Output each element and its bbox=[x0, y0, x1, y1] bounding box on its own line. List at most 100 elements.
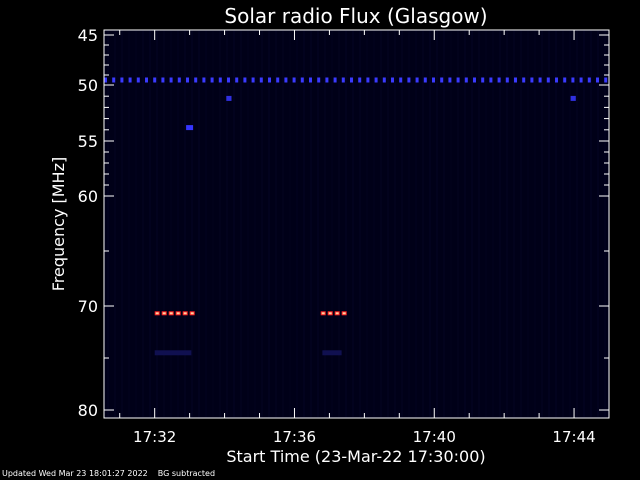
burst-core bbox=[183, 312, 187, 315]
background-streak bbox=[562, 30, 564, 418]
band-segment bbox=[464, 77, 468, 83]
band-segment bbox=[104, 77, 107, 83]
burst-core bbox=[328, 312, 332, 315]
background-streak bbox=[240, 30, 242, 418]
background-streak bbox=[205, 30, 207, 418]
band-segment bbox=[448, 77, 452, 83]
y-tick-label: 55 bbox=[78, 132, 98, 151]
background-streak bbox=[331, 30, 333, 418]
band-segment bbox=[571, 77, 575, 83]
background-streak bbox=[534, 30, 536, 418]
background-streak bbox=[317, 30, 319, 418]
y-axis-label: Frequency [MHz] bbox=[49, 157, 68, 291]
background-streak bbox=[527, 30, 529, 418]
band-segment bbox=[227, 77, 230, 83]
background-streak bbox=[464, 30, 466, 418]
y-tick-label: 50 bbox=[78, 76, 98, 95]
background-streak bbox=[380, 30, 382, 418]
background-streak bbox=[233, 30, 235, 418]
band-segment bbox=[555, 77, 558, 83]
burst-core bbox=[155, 312, 159, 315]
band-segment bbox=[112, 77, 116, 83]
band-segment bbox=[440, 77, 444, 83]
band-segment bbox=[325, 77, 329, 83]
background-streak bbox=[289, 30, 291, 418]
background-streak bbox=[184, 30, 186, 418]
band-segment bbox=[481, 77, 485, 83]
background-streak bbox=[499, 30, 501, 418]
band-segment bbox=[276, 77, 280, 83]
faint-mark bbox=[154, 350, 192, 356]
background-streak bbox=[114, 30, 116, 418]
background-streak bbox=[191, 30, 193, 418]
spot-mark bbox=[570, 95, 576, 101]
background-streak bbox=[121, 30, 123, 418]
band-segment bbox=[415, 77, 419, 83]
background-streak bbox=[226, 30, 228, 418]
background-streak bbox=[324, 30, 326, 418]
band-segment bbox=[235, 77, 239, 83]
band-segment bbox=[530, 77, 534, 83]
band-segment bbox=[522, 77, 526, 83]
x-axis-ticks: 17:32 17:36 17:40 17:44 bbox=[119, 30, 610, 446]
background-streak bbox=[485, 30, 487, 418]
background-streak bbox=[394, 30, 396, 418]
faint-mark bbox=[322, 350, 342, 356]
background-streak bbox=[415, 30, 417, 418]
band-segment bbox=[210, 77, 214, 83]
band-segment bbox=[161, 77, 165, 83]
background-streak bbox=[457, 30, 459, 418]
plot-border bbox=[103, 29, 610, 419]
background-streak bbox=[387, 30, 389, 418]
background-streak bbox=[478, 30, 480, 418]
band-segment bbox=[587, 77, 591, 83]
background-streak bbox=[296, 30, 298, 418]
band-segment bbox=[251, 77, 255, 83]
background-streak bbox=[275, 30, 277, 418]
background-streak bbox=[128, 30, 130, 418]
band-segment bbox=[186, 77, 189, 83]
band-segment bbox=[136, 77, 140, 83]
background-streak bbox=[373, 30, 375, 418]
plot-frame bbox=[103, 29, 610, 419]
band-segment bbox=[473, 77, 476, 83]
x-tick-label: 17:36 bbox=[273, 428, 316, 446]
background-streak bbox=[492, 30, 494, 418]
band-segment bbox=[579, 77, 583, 83]
background-streak bbox=[156, 30, 158, 418]
background-streak bbox=[443, 30, 445, 418]
band-segment bbox=[243, 77, 247, 83]
band-segment bbox=[153, 77, 157, 83]
band-segment bbox=[604, 77, 608, 83]
background-streak bbox=[422, 30, 424, 418]
footer: Updated Wed Mar 23 18:01:27 2022 BG subtr… bbox=[2, 469, 225, 478]
band-segment bbox=[177, 77, 181, 83]
background-streak bbox=[303, 30, 305, 418]
background-streak bbox=[107, 30, 109, 418]
burst-core bbox=[321, 312, 325, 315]
band-segment bbox=[358, 77, 362, 83]
band-segment bbox=[300, 77, 304, 83]
band-segment bbox=[374, 77, 378, 83]
background-streak bbox=[436, 30, 438, 418]
burst-core bbox=[169, 312, 173, 315]
background-streak bbox=[345, 30, 347, 418]
band-segment bbox=[538, 77, 542, 83]
y-tick-label: 80 bbox=[78, 401, 98, 420]
x-tick-label: 17:40 bbox=[413, 428, 456, 446]
band-segment bbox=[292, 77, 296, 83]
background-streak bbox=[247, 30, 249, 418]
spot-mark bbox=[226, 95, 232, 101]
y-tick-label: 70 bbox=[78, 297, 98, 316]
background-streak bbox=[170, 30, 172, 418]
background-streak bbox=[520, 30, 522, 418]
band-segment bbox=[218, 77, 222, 83]
background-streak bbox=[261, 30, 263, 418]
background-streak bbox=[142, 30, 144, 418]
band-segment bbox=[514, 77, 517, 83]
burst-core bbox=[190, 312, 194, 315]
background-streak bbox=[471, 30, 473, 418]
y-axis-ticks: 45 50 55 60 70 80 bbox=[78, 26, 609, 420]
band-segment bbox=[505, 77, 509, 83]
